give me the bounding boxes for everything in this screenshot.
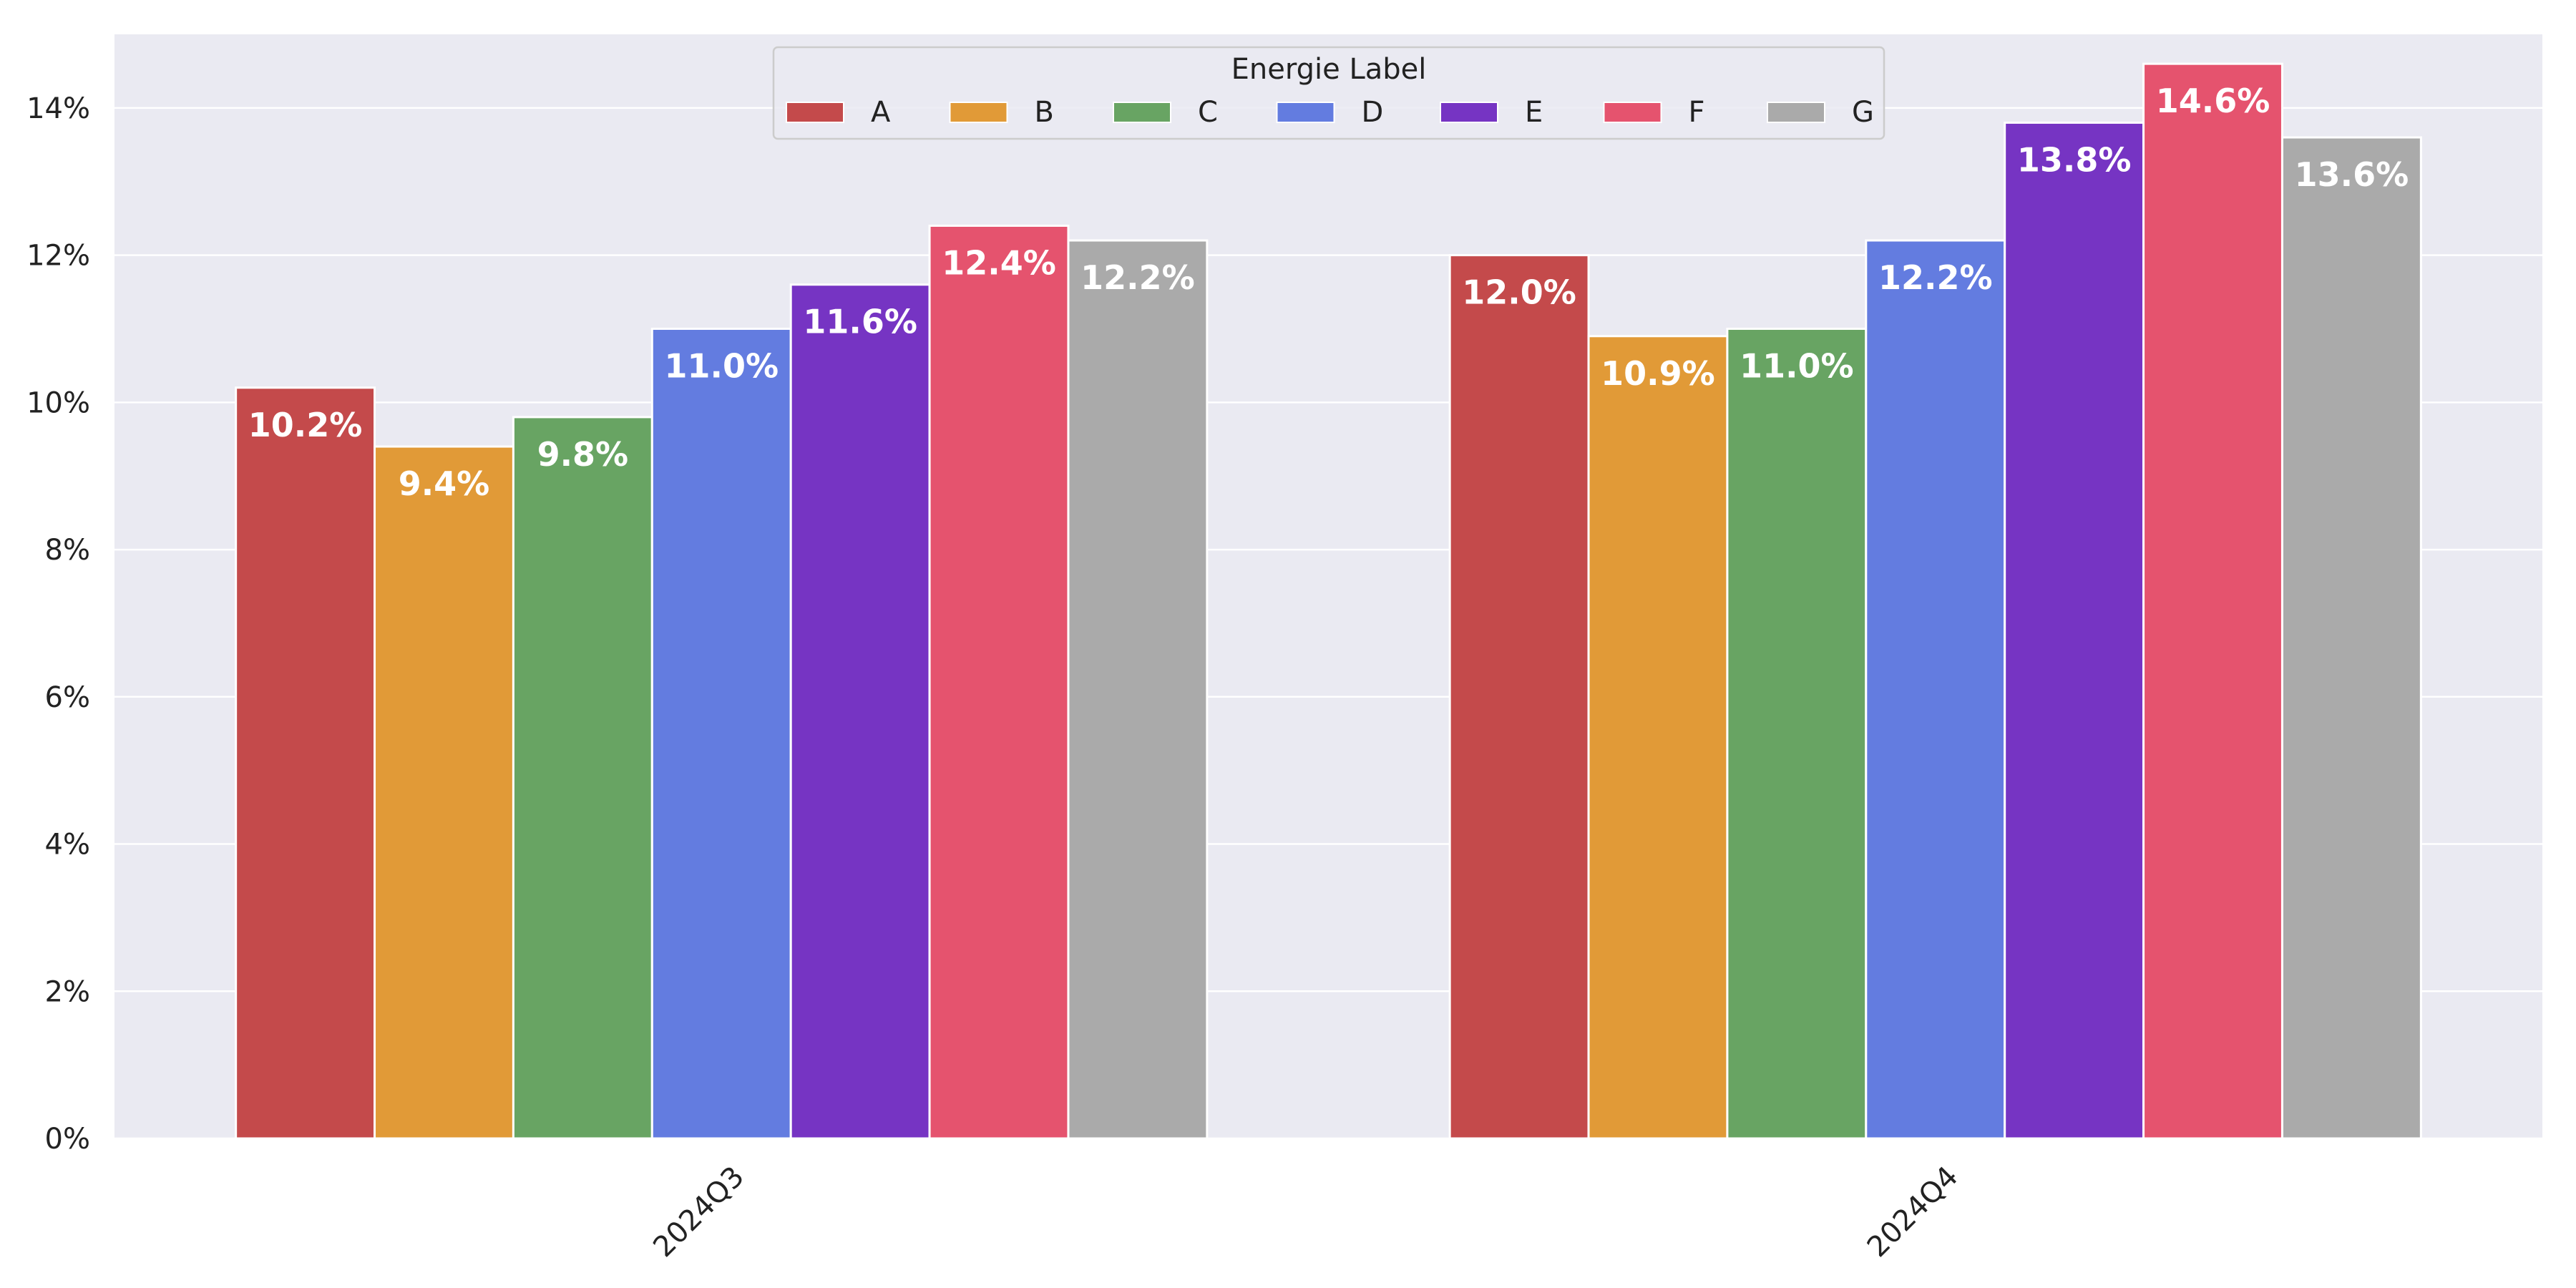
legend-label: D	[1362, 96, 1384, 129]
bar-A-2024Q4	[1448, 254, 1590, 1140]
legend-items: A B C D E F G	[786, 96, 1874, 129]
legend[interactable]: Energie Label A B C D E F G	[772, 46, 1885, 140]
bar-E-2024Q3	[789, 283, 931, 1140]
y-tick-label: 4%	[45, 829, 90, 862]
legend-swatch	[1440, 102, 1498, 123]
data-label-C-2024Q3: 9.8%	[537, 435, 629, 474]
bars	[235, 62, 2422, 1140]
data-label-B-2024Q4: 10.9%	[1601, 354, 1715, 393]
data-label-C-2024Q4: 11.0%	[1740, 346, 1854, 385]
bar-C-2024Q3	[512, 416, 653, 1140]
legend-label: E	[1525, 96, 1543, 129]
legend-item-A[interactable]: A	[786, 96, 891, 129]
data-label-G-2024Q3: 12.2%	[1080, 258, 1195, 297]
bar-F-2024Q3	[928, 224, 1070, 1140]
data-label-E-2024Q4: 13.8%	[2017, 140, 2132, 179]
x-axis: 2024Q3 2024Q4	[647, 1160, 1964, 1264]
y-tick-label: 10%	[26, 386, 90, 419]
legend-item-C[interactable]: C	[1113, 96, 1218, 129]
x-tick-label: 2024Q3	[647, 1160, 751, 1264]
bar-A-2024Q3	[235, 386, 376, 1140]
legend-swatch	[1113, 102, 1171, 123]
y-tick-label: 0%	[45, 1123, 90, 1156]
legend-label: G	[1852, 96, 1874, 129]
y-tick-label: 8%	[45, 534, 90, 567]
data-labels: 10.2% 9.4% 9.8% 11.0% 11.6% 12.4% 12.2% 12.0% 10…	[248, 82, 2409, 503]
data-label-E-2024Q3: 11.6%	[803, 303, 917, 341]
bar-C-2024Q4	[1726, 327, 1868, 1140]
legend-item-F[interactable]: F	[1603, 96, 1705, 129]
legend-label: A	[871, 96, 891, 129]
x-tick-label: 2024Q4	[1861, 1160, 1965, 1264]
legend-label: B	[1035, 96, 1054, 129]
data-label-F-2024Q4: 14.6%	[2156, 82, 2270, 120]
legend-item-D[interactable]: D	[1276, 96, 1384, 129]
y-axis: 0% 2% 4% 6% 8% 10% 12% 14%	[26, 92, 90, 1156]
bar-E-2024Q4	[2004, 121, 2145, 1140]
legend-item-E[interactable]: E	[1440, 96, 1543, 129]
bar-G-2024Q4	[2280, 136, 2422, 1140]
bar-G-2024Q3	[1067, 239, 1209, 1140]
y-tick-label: 2%	[45, 975, 90, 1008]
legend-label: F	[1689, 96, 1705, 129]
data-label-B-2024Q3: 9.4%	[399, 464, 490, 503]
y-tick-label: 6%	[45, 681, 90, 714]
bar-F-2024Q4	[2142, 62, 2283, 1140]
bar-B-2024Q4	[1587, 335, 1729, 1140]
y-tick-label: 12%	[26, 240, 90, 273]
legend-label: C	[1198, 96, 1218, 129]
data-label-G-2024Q4: 13.6%	[2295, 155, 2409, 194]
legend-item-B[interactable]: B	[949, 96, 1054, 129]
data-label-D-2024Q4: 12.2%	[1878, 258, 1993, 297]
y-tick-label: 14%	[26, 92, 90, 125]
legend-item-G[interactable]: G	[1767, 96, 1874, 129]
data-label-A-2024Q3: 10.2%	[248, 406, 363, 444]
data-label-A-2024Q4: 12.0%	[1462, 273, 1576, 312]
legend-swatch	[786, 102, 844, 123]
legend-swatch	[1276, 102, 1335, 123]
bar-B-2024Q3	[374, 445, 514, 1140]
legend-swatch	[949, 102, 1008, 123]
bar-D-2024Q4	[1865, 239, 2006, 1140]
bar-D-2024Q3	[650, 327, 792, 1140]
legend-title: Energie Label	[1231, 53, 1427, 86]
data-label-F-2024Q3: 12.4%	[942, 243, 1056, 282]
data-label-D-2024Q3: 11.0%	[664, 346, 779, 385]
legend-swatch	[1603, 102, 1662, 123]
legend-swatch	[1767, 102, 1825, 123]
